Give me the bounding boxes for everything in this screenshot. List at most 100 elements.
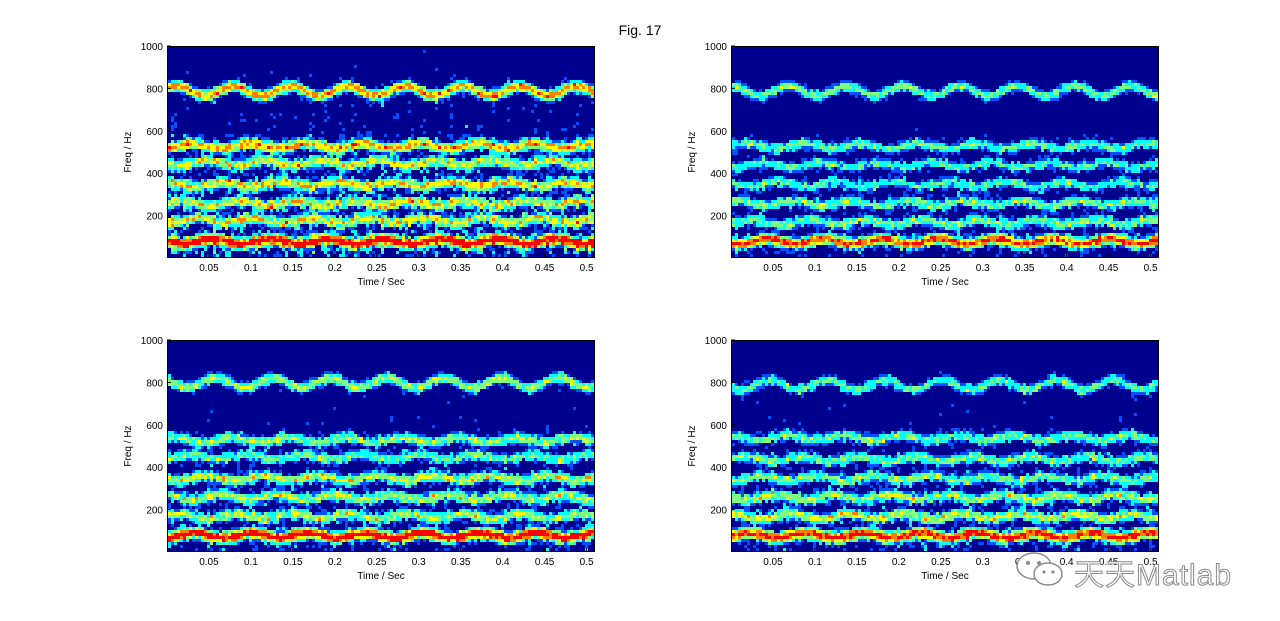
heatmap-cell	[240, 242, 243, 245]
heatmap-cell	[582, 248, 585, 251]
heatmap-cell	[189, 182, 192, 185]
heatmap-cell	[174, 251, 177, 254]
heatmap-cell	[180, 176, 183, 179]
heatmap-cell	[588, 191, 591, 194]
heatmap-cell	[195, 158, 198, 161]
heatmap-cell	[369, 230, 372, 233]
heatmap-cell	[219, 224, 222, 227]
heatmap-cell	[387, 197, 390, 200]
heatmap-cell	[327, 245, 330, 248]
heatmap-cell	[450, 212, 453, 215]
heatmap-cell	[366, 209, 369, 212]
heatmap-cell	[570, 185, 573, 188]
heatmap-cell	[306, 146, 309, 149]
heatmap-cell	[456, 200, 459, 203]
heatmap-cell	[273, 239, 276, 242]
heatmap-cell	[540, 143, 543, 146]
heatmap-cell	[258, 188, 261, 191]
heatmap-cell	[411, 182, 414, 185]
heatmap-cell	[468, 191, 471, 194]
heatmap-cell	[369, 155, 372, 158]
heatmap-cell	[540, 197, 543, 200]
heatmap-cell	[384, 161, 387, 164]
heatmap-cell	[333, 242, 336, 245]
heatmap-cell	[189, 161, 192, 164]
heatmap-cell	[321, 158, 324, 161]
heatmap-cell	[558, 236, 561, 239]
heatmap-cell	[396, 176, 399, 179]
heatmap-cell	[231, 143, 234, 146]
heatmap-cell	[234, 221, 237, 224]
heatmap-cell	[585, 149, 588, 152]
heatmap-cell	[243, 221, 246, 224]
heatmap-cell	[408, 143, 411, 146]
heatmap-cell	[249, 137, 252, 140]
heatmap-cell	[570, 158, 573, 161]
heatmap-cell	[276, 224, 279, 227]
heatmap-cell	[195, 89, 198, 92]
heatmap-cell	[402, 143, 405, 146]
heatmap-cell	[333, 233, 336, 236]
heatmap-cell	[324, 155, 327, 158]
heatmap-cell	[381, 101, 384, 104]
heatmap-cell	[258, 167, 261, 170]
heatmap-cell	[285, 209, 288, 212]
heatmap-cell	[471, 188, 474, 191]
heatmap-cell	[594, 140, 595, 143]
heatmap-cell	[564, 248, 567, 251]
heatmap-cell	[246, 236, 249, 239]
heatmap-cell	[225, 245, 228, 248]
heatmap-cell	[393, 92, 396, 95]
heatmap-cell	[507, 107, 510, 110]
heatmap-cell	[366, 188, 369, 191]
heatmap-cell	[423, 119, 426, 122]
heatmap-cell	[492, 206, 495, 209]
heatmap-cell	[369, 95, 372, 98]
heatmap-cell	[465, 236, 468, 239]
heatmap-cell	[501, 200, 504, 203]
heatmap-cell	[549, 245, 552, 248]
heatmap-cell	[303, 221, 306, 224]
heatmap-cell	[270, 203, 273, 206]
heatmap-cell	[369, 140, 372, 143]
heatmap-cell	[291, 221, 294, 224]
heatmap-cell	[366, 242, 369, 245]
heatmap-cell	[336, 182, 339, 185]
heatmap-cell	[396, 182, 399, 185]
heatmap-cell	[483, 86, 486, 89]
heatmap-cell	[171, 200, 174, 203]
heatmap-cell	[552, 245, 555, 248]
heatmap-cell	[564, 182, 567, 185]
heatmap-cell	[552, 146, 555, 149]
heatmap-cell	[261, 101, 264, 104]
heatmap-cell	[225, 203, 228, 206]
heatmap-cell	[510, 176, 513, 179]
heatmap-cell	[486, 206, 489, 209]
heatmap-cell	[576, 86, 579, 89]
heatmap-cell	[240, 119, 243, 122]
heatmap-cell	[429, 140, 432, 143]
heatmap-cell	[390, 179, 393, 182]
heatmap-cell	[507, 77, 510, 80]
heatmap-cell	[288, 224, 291, 227]
heatmap-cell	[579, 185, 582, 188]
heatmap-cell	[228, 236, 231, 239]
heatmap-cell	[258, 152, 261, 155]
heatmap-cell	[453, 158, 456, 161]
heatmap-cell	[291, 80, 294, 83]
heatmap-cell	[405, 89, 408, 92]
heatmap-cell	[198, 185, 201, 188]
heatmap-cell	[537, 143, 540, 146]
heatmap-cell	[549, 212, 552, 215]
heatmap-cell	[240, 224, 243, 227]
heatmap-cell	[516, 86, 519, 89]
heatmap-cell	[240, 200, 243, 203]
heatmap-cell	[540, 215, 543, 218]
heatmap-cell	[324, 242, 327, 245]
heatmap-cell	[594, 200, 595, 203]
heatmap-cell	[204, 248, 207, 251]
heatmap-cell	[543, 89, 546, 92]
heatmap-cell	[297, 182, 300, 185]
heatmap-cell	[594, 239, 595, 242]
heatmap-cell	[531, 110, 534, 113]
